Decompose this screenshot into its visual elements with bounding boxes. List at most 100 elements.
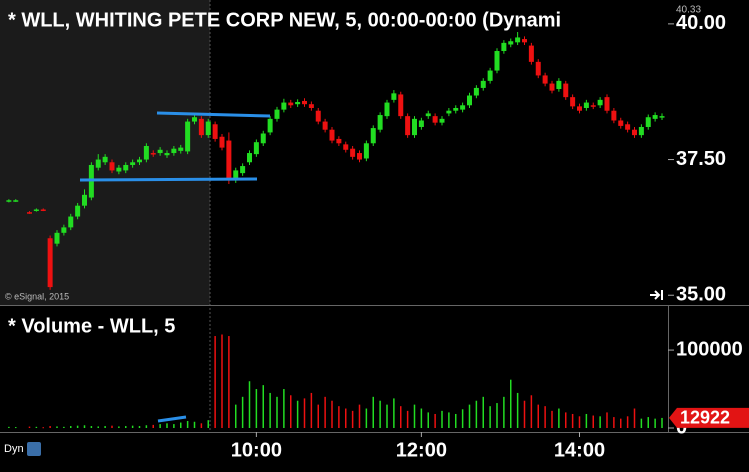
candle-body bbox=[233, 170, 239, 181]
candle-body bbox=[260, 133, 266, 144]
volume-bar bbox=[235, 404, 237, 428]
volume-bar bbox=[510, 379, 512, 428]
candle-body bbox=[501, 42, 507, 52]
volume-bar bbox=[331, 400, 333, 428]
volume-bar bbox=[413, 404, 416, 428]
candle-body bbox=[130, 162, 136, 165]
volume-bar bbox=[76, 425, 79, 428]
volume-bar bbox=[434, 413, 436, 428]
volume-title: * Volume - WLL, 5 bbox=[8, 315, 175, 337]
trendline bbox=[157, 415, 187, 423]
volume-bar bbox=[633, 408, 636, 428]
volume-bar bbox=[345, 408, 347, 428]
volume-bar bbox=[654, 418, 656, 428]
volume-bar bbox=[290, 395, 292, 428]
volume-bar bbox=[647, 417, 649, 428]
candle-body bbox=[198, 118, 204, 136]
volume-bar bbox=[186, 420, 189, 428]
volume-bar bbox=[427, 412, 429, 428]
candle-body bbox=[47, 238, 53, 288]
y-tick-label: 37.50 bbox=[676, 148, 726, 170]
volume-bar bbox=[482, 396, 484, 428]
candle-body bbox=[611, 110, 617, 121]
volume-bar bbox=[613, 417, 615, 428]
volume-bar bbox=[15, 427, 17, 429]
volume-bar bbox=[35, 426, 38, 428]
volume-bar bbox=[661, 417, 663, 428]
candle-body bbox=[123, 164, 129, 171]
volume-bar bbox=[379, 400, 381, 428]
auto-scroll-icon bbox=[650, 290, 663, 300]
volume-bar bbox=[118, 426, 120, 428]
candle-body bbox=[425, 113, 431, 117]
candle-body bbox=[6, 200, 12, 202]
footer-icon[interactable] bbox=[27, 442, 41, 456]
candle-body bbox=[473, 87, 479, 96]
trendline bbox=[156, 111, 271, 118]
candle-body bbox=[480, 80, 486, 88]
volume-bar bbox=[523, 400, 526, 428]
volume-bar bbox=[193, 421, 196, 428]
volume-bar bbox=[592, 415, 594, 428]
candle-body bbox=[27, 212, 32, 214]
volume-bar bbox=[138, 426, 141, 428]
candle-body bbox=[329, 129, 335, 141]
candle-body bbox=[398, 94, 404, 117]
candle-body bbox=[178, 147, 184, 151]
volume-bar bbox=[228, 336, 230, 428]
volume-bar bbox=[248, 381, 251, 428]
candle-body bbox=[377, 115, 383, 130]
volume-bar bbox=[358, 404, 361, 428]
candle-body bbox=[405, 116, 411, 136]
candle-body bbox=[171, 148, 177, 154]
candle-body bbox=[363, 143, 369, 159]
volume-bar bbox=[310, 392, 313, 428]
candle-body bbox=[549, 83, 555, 91]
candle-body bbox=[322, 121, 328, 130]
candle-body bbox=[240, 166, 246, 174]
candle-body bbox=[563, 83, 569, 98]
candle-body bbox=[247, 153, 252, 163]
candle-body bbox=[418, 120, 424, 127]
candle-body bbox=[515, 37, 521, 43]
candle-body bbox=[528, 45, 534, 62]
candle-body bbox=[357, 153, 362, 160]
volume-bar bbox=[166, 423, 168, 428]
candle-body bbox=[439, 118, 445, 123]
volume-bar bbox=[269, 392, 271, 428]
volume-bar bbox=[565, 412, 567, 428]
y-tick-label: 35.00 bbox=[676, 284, 726, 306]
volume-bar bbox=[70, 426, 72, 428]
volume-bar bbox=[152, 424, 154, 428]
volume-bar bbox=[537, 404, 539, 428]
chart-title: * WLL, WHITING PETE CORP NEW, 5, 00:00-0… bbox=[8, 9, 561, 31]
volume-bar bbox=[461, 409, 464, 428]
candle-body bbox=[583, 102, 589, 108]
candle-body bbox=[638, 126, 644, 136]
volume-bar bbox=[571, 413, 574, 428]
volume-bar bbox=[207, 420, 209, 428]
volume-bar bbox=[578, 416, 581, 428]
credit: © eSignal, 2015 bbox=[5, 291, 69, 301]
volume-bar bbox=[200, 423, 203, 428]
volume-bar bbox=[90, 426, 93, 428]
volume-bar bbox=[303, 398, 306, 428]
volume-bar bbox=[606, 412, 608, 428]
volume-bar bbox=[441, 410, 443, 428]
marks bbox=[6, 32, 665, 429]
candle-body bbox=[350, 148, 356, 157]
candle-body bbox=[295, 102, 301, 105]
volume-bar bbox=[455, 413, 457, 428]
candle-body bbox=[68, 216, 74, 228]
candle-body bbox=[54, 232, 60, 244]
candle-body bbox=[460, 105, 466, 110]
volume-bar bbox=[296, 400, 299, 428]
candle-body bbox=[267, 118, 273, 133]
volume-bar bbox=[173, 424, 175, 428]
candle-body bbox=[192, 117, 197, 122]
candle-body bbox=[95, 159, 101, 168]
candle-body bbox=[185, 121, 191, 152]
candle-body bbox=[370, 128, 376, 144]
candle-body bbox=[150, 153, 156, 155]
volume-bar bbox=[620, 418, 622, 428]
